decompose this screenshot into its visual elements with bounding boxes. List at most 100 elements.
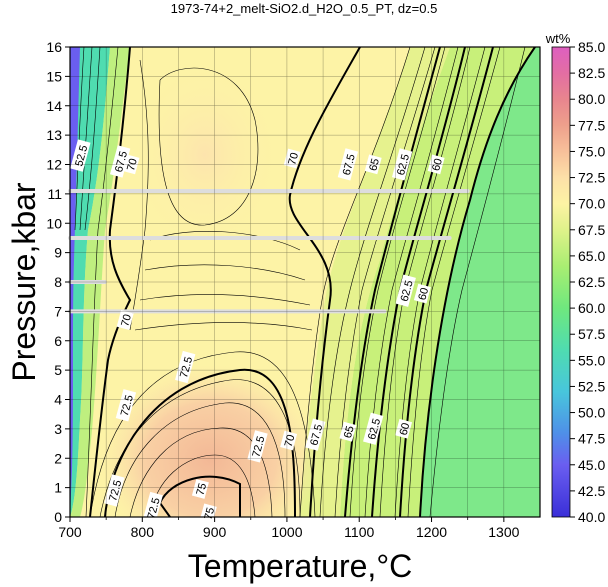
contour-label-text: 75 (194, 482, 209, 497)
contour-label-bg (109, 145, 131, 178)
contour-line (134, 322, 313, 331)
colorbar-unit-label: wt% (545, 31, 571, 46)
y-axis-label: Pressure,kbar (6, 182, 42, 382)
contour-line (149, 454, 256, 517)
contour-label: 72.5 (175, 350, 196, 384)
contour-line (89, 351, 316, 517)
contour-label-text: 72.5 (146, 497, 163, 521)
contour-label-text: 72.5 (107, 479, 124, 503)
y-tick-label: 9 (54, 245, 62, 261)
chart-title: 1973-74+2_melt-SiO2.d_H2O_0.5_PT, dz=0.5 (171, 1, 438, 16)
colorbar-tick-label: 80.0 (578, 91, 605, 107)
contour-60 (419, 47, 536, 517)
contour-label-text: 60 (430, 157, 445, 172)
contour-label-text: 67.5 (341, 153, 358, 177)
y-tick-label: 5 (54, 362, 62, 378)
colorbar-tick-label: 72.5 (578, 170, 605, 186)
contour-line (349, 47, 446, 517)
y-tick-label: 6 (54, 333, 62, 349)
contour-label: 75 (191, 479, 209, 499)
contour-label: 52.5 (70, 139, 91, 172)
contour-fill-layer (70, 47, 540, 517)
contour-label: 67.5 (109, 145, 131, 178)
contour-label-bg (247, 430, 268, 463)
contour-line (144, 264, 306, 281)
y-tick-label: 1 (54, 480, 62, 496)
contour-label: 70 (116, 310, 134, 330)
contour-line (79, 47, 93, 231)
contour-label-text: 72.5 (250, 435, 267, 459)
x-tick-label: 1000 (271, 524, 302, 540)
grid-layer (69, 46, 541, 518)
contour-75 (159, 475, 241, 517)
y-tick-label: 7 (54, 303, 62, 319)
contour-label-text: 70 (283, 433, 298, 448)
x-axis: 700 800 900 1000 1100 1200 1300 (58, 517, 520, 540)
contour-label-bg (116, 310, 134, 330)
contour-label-text: 60 (398, 422, 413, 437)
x-tick-label: 1300 (488, 524, 519, 540)
x-tick-label: 800 (131, 524, 155, 540)
y-tick-label: 14 (46, 98, 62, 114)
contour-label: 72.5 (142, 491, 163, 525)
contour-label: 70 (283, 148, 301, 169)
x-axis-label: Temperature,°C (188, 548, 412, 584)
contour-label-text: 65 (342, 425, 357, 440)
colorbar-tick-label: 47.5 (578, 431, 605, 447)
contour-70-right (288, 47, 361, 517)
contour-line (429, 47, 526, 517)
contour-label: 62.5 (395, 274, 416, 307)
fill-warm-upper (130, 60, 280, 250)
contour-label-bg (413, 283, 431, 304)
fill-warm-core (100, 365, 320, 517)
x-tick-label: 900 (203, 524, 227, 540)
contour-line (149, 230, 301, 251)
contour-label-bg (395, 274, 416, 307)
contour-line (114, 402, 286, 517)
y-tick-label: 2 (54, 450, 62, 466)
contour-line (319, 47, 426, 517)
contour-label-text: 70 (286, 151, 301, 166)
contour-label: 60 (413, 283, 431, 304)
contour-line (84, 47, 101, 231)
contour-label: 72.5 (247, 430, 268, 463)
y-tick-label: 3 (54, 421, 62, 437)
colorbar-tick-label: 57.5 (578, 326, 605, 342)
contour-label-text: 70 (119, 313, 134, 328)
contour-label-bg (339, 421, 357, 442)
contour-label-text: 60 (416, 287, 431, 302)
contour-label: 70 (280, 430, 298, 451)
contour-label-text: 72.5 (178, 356, 195, 380)
contour-label-bg (199, 503, 217, 524)
contour-label-bg (283, 148, 301, 169)
colorbar-tick-label: 55.0 (578, 352, 605, 368)
colorbar-tick-label: 85.0 (578, 39, 605, 55)
contour-label-bg (70, 139, 91, 172)
colorbar-tick-label: 82.5 (578, 65, 605, 81)
colorbar-tick-label: 45.0 (578, 457, 605, 473)
colorbar (551, 46, 571, 518)
contour-label-text: 70 (125, 157, 140, 172)
y-tick-label: 13 (46, 127, 62, 143)
y-tick-label: 10 (46, 215, 62, 231)
contour-label-bg (280, 430, 298, 451)
contour-line (129, 59, 149, 331)
contour-label-text: 67.5 (113, 150, 130, 174)
contour-label-text: 62.5 (395, 153, 412, 177)
contour-label: 65 (339, 421, 357, 442)
y-tick-label: 16 (46, 39, 62, 55)
contour-label-text: 62.5 (366, 417, 383, 441)
contour-label-bg (104, 474, 125, 507)
colorbar-tick-label: 70.0 (578, 196, 605, 212)
contour-label-bg (115, 389, 137, 422)
y-tick-label: 4 (54, 392, 62, 408)
y-tick-label: 15 (46, 68, 62, 84)
colorbar-tick-label: 40.0 (578, 509, 605, 525)
contour-line (407, 47, 501, 517)
y-tick-label: 12 (46, 157, 62, 173)
y-tick-label: 0 (54, 509, 62, 525)
contour-label-text: 52.5 (73, 144, 90, 168)
